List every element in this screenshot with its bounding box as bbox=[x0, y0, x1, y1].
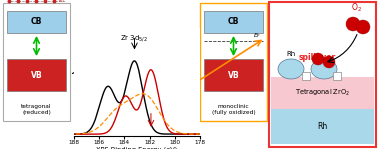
Circle shape bbox=[346, 17, 360, 31]
Text: VB: VB bbox=[31, 70, 42, 80]
Text: monoclinic
(fully oxidized): monoclinic (fully oxidized) bbox=[212, 104, 256, 115]
Text: VB: VB bbox=[228, 70, 239, 80]
Bar bbox=[7, 11, 66, 33]
X-axis label: XPS Binding Energy (eV): XPS Binding Energy (eV) bbox=[96, 146, 178, 149]
Ellipse shape bbox=[311, 59, 337, 79]
Bar bbox=[3, 3, 70, 121]
Ellipse shape bbox=[278, 59, 304, 79]
Text: CB: CB bbox=[31, 17, 42, 27]
Text: Rh: Rh bbox=[287, 51, 296, 57]
Text: Rh: Rh bbox=[318, 122, 328, 131]
Text: CB: CB bbox=[228, 17, 239, 27]
Text: spillover: spillover bbox=[299, 52, 336, 62]
Text: O$_2$: O$_2$ bbox=[350, 1, 361, 14]
Bar bbox=[271, 109, 374, 144]
Bar bbox=[200, 3, 267, 121]
Text: V$_O$: V$_O$ bbox=[57, 0, 66, 6]
Text: Zr 3d$_{5/2}$: Zr 3d$_{5/2}$ bbox=[121, 33, 149, 44]
Bar bbox=[204, 11, 263, 33]
Bar bbox=[204, 59, 263, 91]
Circle shape bbox=[356, 20, 370, 34]
Circle shape bbox=[323, 56, 335, 68]
Text: $E_F$: $E_F$ bbox=[254, 31, 262, 40]
Circle shape bbox=[312, 53, 324, 65]
Bar bbox=[269, 2, 376, 147]
Bar bbox=[7, 59, 66, 91]
Text: Tetragonal ZrO$_2$: Tetragonal ZrO$_2$ bbox=[295, 88, 350, 98]
Text: tetragonal
(reduced): tetragonal (reduced) bbox=[21, 104, 52, 115]
Bar bbox=[271, 77, 374, 109]
Bar bbox=[333, 72, 341, 80]
Bar bbox=[269, 77, 376, 149]
Bar bbox=[302, 72, 310, 80]
Bar bbox=[269, 77, 376, 149]
